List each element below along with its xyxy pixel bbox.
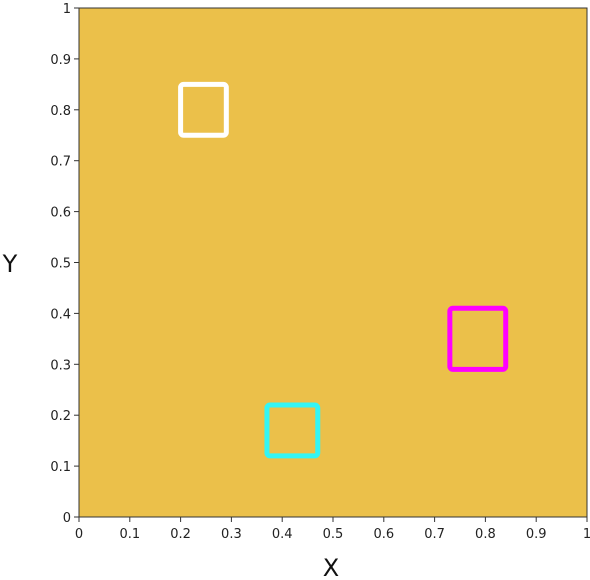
x-tick-label: 0.7: [424, 527, 445, 542]
x-tick-label: 0.3: [221, 527, 242, 542]
x-tick-label: 0.6: [373, 527, 394, 542]
x-tick-label: 0.8: [475, 527, 496, 542]
y-axis-label: Y: [2, 250, 18, 278]
x-tick-label: 0.9: [526, 527, 547, 542]
x-tick-label: 0.2: [170, 527, 191, 542]
phase-field: [79, 8, 587, 517]
x-tick-label: 1: [583, 527, 590, 542]
y-tick-label: 0.4: [50, 307, 71, 322]
y-tick-label: 0.3: [50, 358, 71, 373]
x-tick-label: 0.4: [272, 527, 293, 542]
highlight-boxes: [178, 81, 509, 459]
y-tick-label: 0.8: [50, 104, 71, 119]
magenta-box: [447, 305, 509, 372]
axes: 0 0.1 0.2 0.3 0.4 0.5 0.6 0.7 0.8 0.9 1 0 0.1 0.2 0.3 0…: [50, 2, 590, 542]
y-tick-label: 0.1: [50, 460, 71, 475]
y-tick-label: 0.2: [50, 409, 71, 424]
x-axis-label: X: [323, 554, 339, 580]
y-tick-label: 0.6: [50, 206, 71, 221]
y-tick-label: 1: [63, 2, 71, 17]
white-box: [178, 81, 229, 138]
y-tick-label: 0: [63, 511, 71, 526]
y-tick-label: 0.9: [50, 53, 71, 68]
phase-low-domains: [79, 8, 587, 517]
y-tick-label: 0.5: [50, 257, 71, 272]
x-tick-label: 0.1: [119, 527, 140, 542]
cyan-box: [264, 402, 321, 459]
x-tick-label: 0: [75, 527, 83, 542]
x-tick-label: 0.5: [323, 527, 344, 542]
y-tick-label: 0.7: [50, 155, 71, 170]
